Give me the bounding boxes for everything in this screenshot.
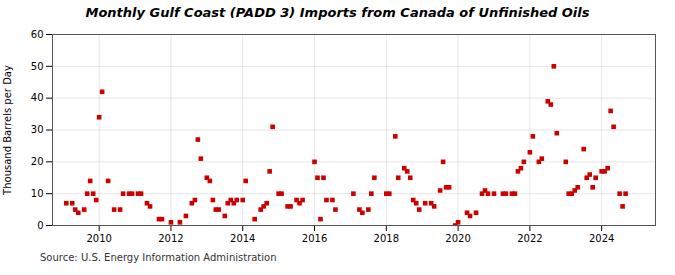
svg-text:2024: 2024 [589,233,614,244]
svg-text:2014: 2014 [230,233,255,244]
svg-text:2010: 2010 [86,233,111,244]
svg-text:2018: 2018 [374,233,399,244]
svg-text:2012: 2012 [158,233,183,244]
html-text:Source: U.S. Energy Informatio: Source: U.S. Energy Information Administ… [40,252,277,263]
html-text:Monthly Gulf Coast (PADD 3) Im: Monthly Gulf Coast (PADD 3) Imports from… [85,5,590,20]
svg-text:2022: 2022 [517,233,542,244]
svg-text:20: 20 [31,156,44,167]
svg-text:2020: 2020 [445,233,470,244]
svg-text:0: 0 [37,220,43,231]
svg-text:Thousand Barrels per Day: Thousand Barrels per Day [2,65,13,196]
svg-text:40: 40 [31,92,44,103]
svg-text:2016: 2016 [302,233,327,244]
svg-text:10: 10 [31,188,44,199]
svg-text:60: 60 [31,29,44,40]
svg-text:30: 30 [31,124,44,135]
svg-text:50: 50 [31,61,44,72]
